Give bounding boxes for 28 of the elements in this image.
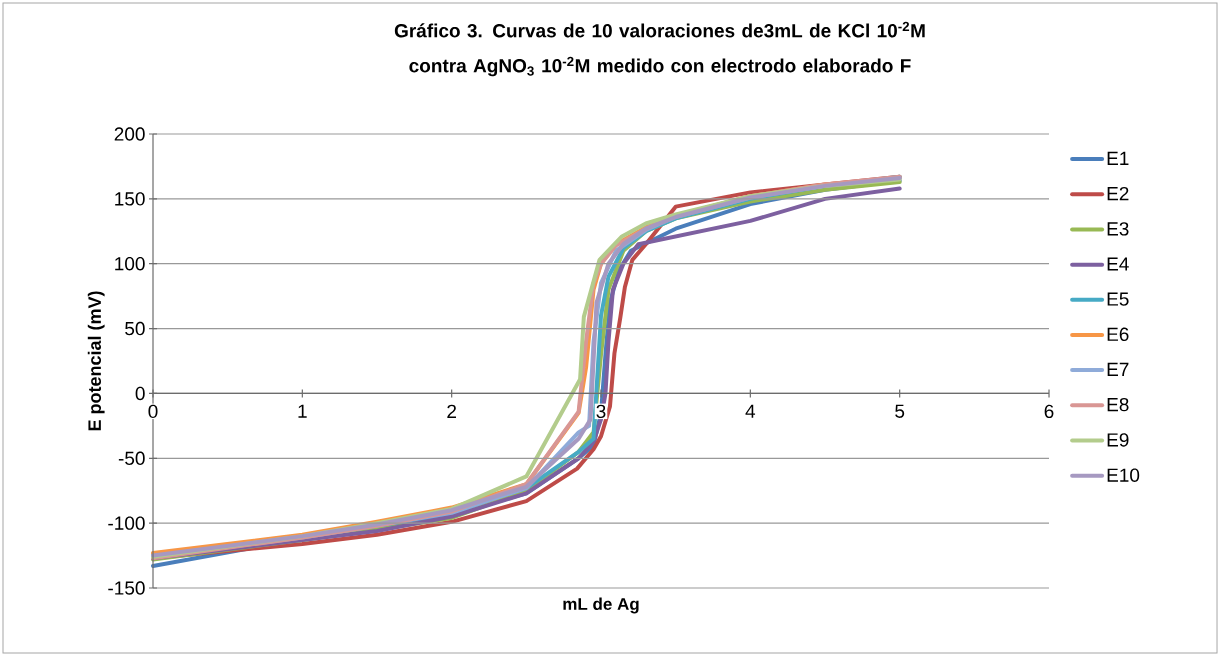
legend-label: E6 (1107, 327, 1129, 342)
x-tick-label: 1 (298, 404, 307, 418)
y-tick-label: -100 (108, 516, 145, 530)
x-tick-label: 2 (447, 404, 456, 418)
x-tick-label: 4 (745, 404, 756, 418)
legend-label: E1 (1107, 151, 1129, 165)
y-tick-label: -150 (108, 581, 145, 595)
y-tick-label: 150 (115, 192, 145, 206)
legend-label: E3 (1107, 222, 1129, 236)
x-axis-title: mL de Ag (563, 597, 639, 614)
legend-label: E7 (1107, 362, 1129, 376)
legend-label: E8 (1107, 397, 1129, 412)
legend-label: E9 (1107, 433, 1129, 447)
y-axis-title: E potencial (mV) (87, 291, 105, 431)
y-tick-label: 0 (135, 386, 145, 401)
x-tick-label: 5 (895, 404, 905, 418)
y-tick-label: -50 (118, 451, 145, 466)
y-tick-label: 200 (114, 127, 145, 141)
x-tick-label: 3 (596, 404, 606, 419)
y-tick-label: 100 (115, 256, 145, 271)
legend-label: E10 (1107, 468, 1140, 482)
legend-label: E4 (1107, 257, 1129, 271)
chart-title: Gráfico 3. Curvas de 10 valoraciones de3mL de KCl 10$^{-2}$M contra AgNO$_{3}$ 10$^{-2}$M medido con electrodo elaborado F (394, 21, 925, 77)
legend-label: E2 (1107, 186, 1129, 201)
x-tick-label: 0 (148, 404, 158, 419)
y-tick-label: 50 (125, 321, 145, 336)
legend-label: E5 (1107, 292, 1129, 306)
x-tick-label: 6 (1044, 404, 1054, 419)
